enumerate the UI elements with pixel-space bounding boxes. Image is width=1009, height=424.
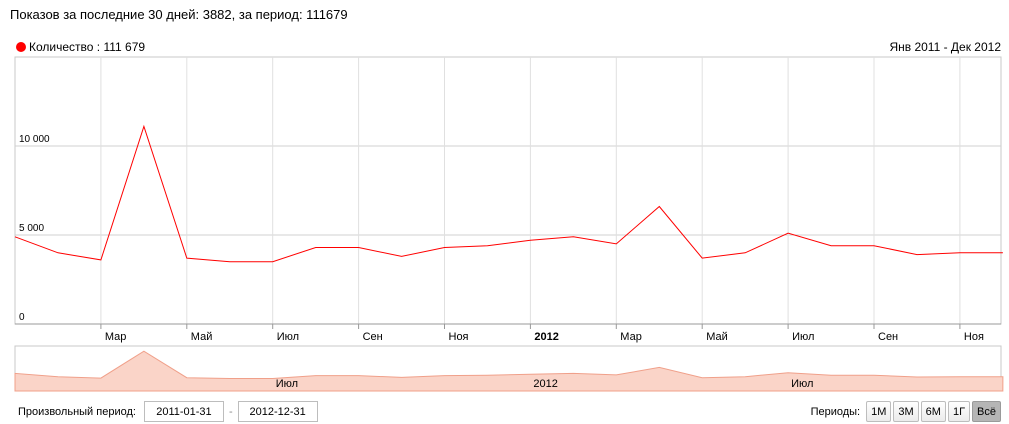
x-tick-label: Май [191,331,213,343]
y-tick-label: 0 [19,312,25,323]
data-point[interactable] [872,244,876,248]
x-tick-label: Сен [363,331,383,343]
legend[interactable]: Количество : 111 679 [16,40,145,54]
y-tick-label: 5 000 [19,223,44,234]
date-separator: - [228,405,233,418]
data-point[interactable] [743,251,747,255]
range-label: Янв 2011 - Дек 2012 [889,40,1001,54]
navigator-label: 2012 [533,378,557,390]
data-point[interactable] [786,231,790,235]
data-point[interactable] [528,238,532,242]
data-point[interactable] [99,258,103,262]
navigator-label: Июл [276,378,298,390]
data-point[interactable] [142,124,146,128]
x-tick-label: Май [706,331,728,343]
legend-dot-icon [16,42,26,52]
series-layer [13,124,1005,264]
line-chart[interactable]: 0 5 000 10 000 Мар Май Июл Сен Ноя 2012 Мар Май Ию… [0,0,1009,400]
legend-label: Количество : 111 679 [29,40,146,54]
data-point[interactable] [571,235,575,239]
data-point[interactable] [829,244,833,248]
data-point[interactable] [56,251,60,255]
period-selector: Периоды: 1М 3М 6М 1Г Всё [811,401,1001,422]
custom-period: Произвольный период: 2011-01-31 - 2012-1… [18,401,318,422]
data-point[interactable] [915,253,919,257]
x-tick-label: Июл [792,331,814,343]
data-point[interactable] [485,244,489,248]
data-point[interactable] [1001,251,1005,255]
y-tick-label: 10 000 [19,134,50,145]
summary-text: Показов за последние 30 дней: 3882, за п… [10,7,348,22]
data-point[interactable] [958,251,962,255]
custom-period-label: Произвольный период: [18,405,136,418]
period-button-1m[interactable]: 1М [866,401,892,422]
x-tick-label: Мар [105,331,127,343]
plot-frame [14,56,1002,325]
data-point[interactable] [657,205,661,209]
period-button-all[interactable]: Всё [972,401,1001,422]
x-tick-label: Мар [620,331,642,343]
navigator[interactable]: Июл 2012 Июл [14,345,1004,392]
navigator-label: Июл [791,378,813,390]
data-point[interactable] [185,256,189,260]
date-to-input[interactable]: 2012-12-31 [237,401,318,422]
data-point[interactable] [700,256,704,260]
periods-label: Периоды: [810,405,861,418]
navigator-area[interactable] [14,350,1004,392]
x-axis: Мар Май Июл Сен Ноя 2012 Мар Май Июл Сен Ноя [15,323,1001,343]
x-tick-label: Июл [277,331,299,343]
data-point[interactable] [314,245,318,249]
y-axis: 0 5 000 10 000 [19,134,50,323]
data-point[interactable] [228,260,232,264]
x-tick-label: Ноя [449,331,469,343]
data-point[interactable] [614,242,618,246]
x-tick-label: 2012 [534,331,558,343]
data-point[interactable] [357,245,361,249]
date-from-input[interactable]: 2011-01-31 [143,401,224,422]
grid [14,56,1002,325]
x-tick-label: Сен [878,331,898,343]
x-tick-label: Ноя [964,331,984,343]
period-button-3m[interactable]: 3М [893,401,919,422]
data-point[interactable] [443,245,447,249]
data-point[interactable] [400,254,404,258]
period-button-6m[interactable]: 6М [920,401,946,422]
period-button-1y[interactable]: 1Г [947,401,971,422]
data-point[interactable] [13,235,17,239]
series-line[interactable] [14,124,1003,263]
data-point[interactable] [271,260,275,264]
